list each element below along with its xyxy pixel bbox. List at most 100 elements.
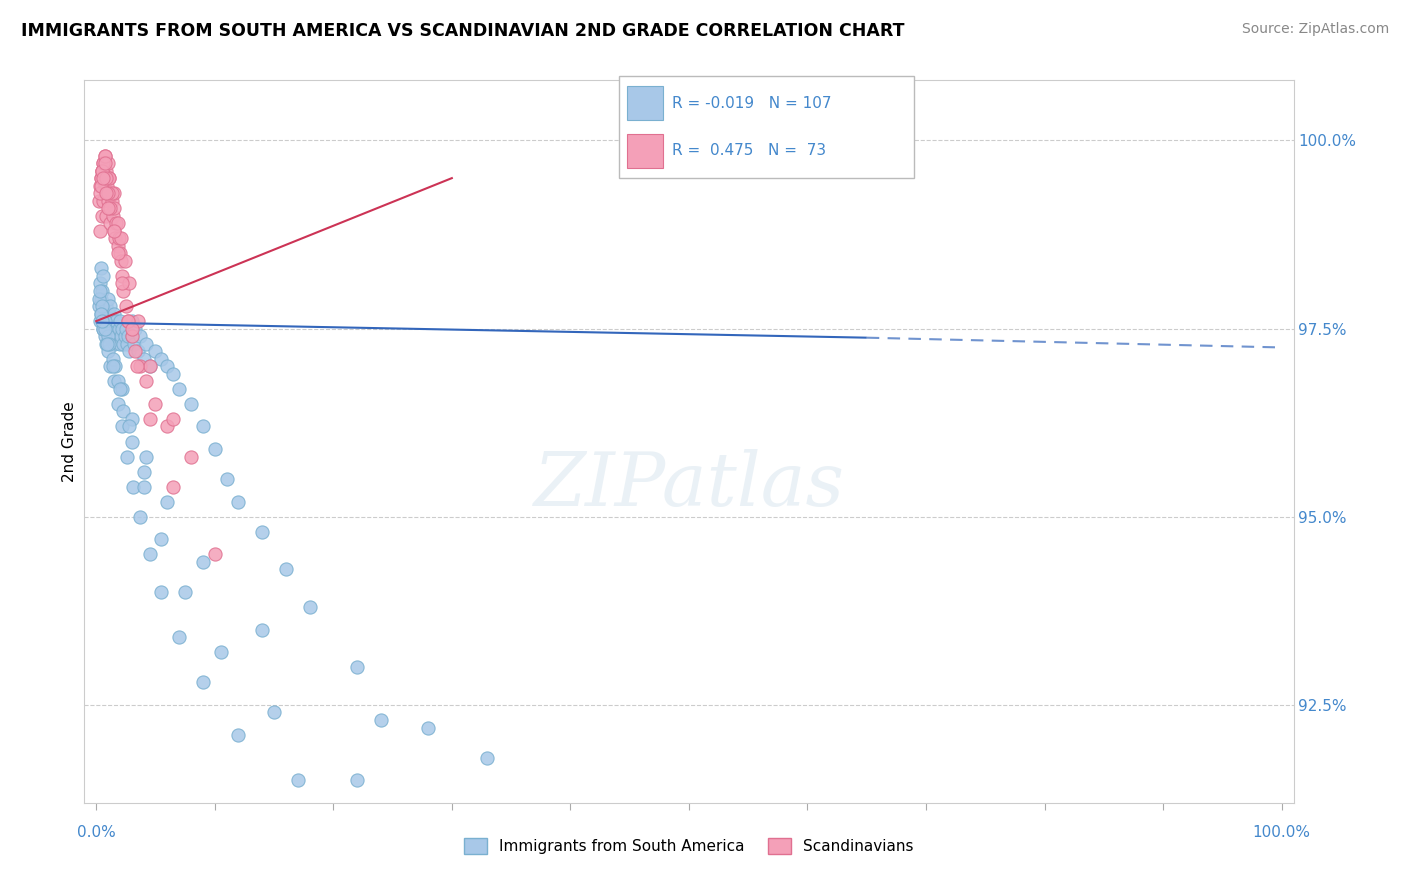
Point — [122, 336, 145, 351]
Point — [117, 314, 139, 328]
Point — [94, 299, 117, 313]
Point — [91, 321, 114, 335]
Point — [125, 359, 148, 374]
Point — [110, 231, 132, 245]
Point — [118, 277, 141, 291]
FancyBboxPatch shape — [619, 76, 914, 178]
Point — [103, 201, 125, 215]
Point — [121, 321, 143, 335]
Point — [107, 216, 129, 230]
Text: IMMIGRANTS FROM SOUTH AMERICA VS SCANDINAVIAN 2ND GRADE CORRELATION CHART: IMMIGRANTS FROM SOUTH AMERICA VS SCANDIN… — [21, 22, 904, 40]
Point — [111, 321, 134, 335]
Point — [204, 442, 226, 456]
Point — [91, 299, 114, 313]
Point — [98, 307, 121, 321]
Point — [89, 178, 111, 193]
Point — [129, 509, 152, 524]
Point — [121, 314, 143, 328]
Point — [111, 268, 134, 283]
Point — [105, 314, 128, 328]
Point — [156, 359, 179, 374]
Point — [108, 382, 131, 396]
Point — [132, 465, 155, 479]
Point — [107, 321, 129, 335]
Point — [215, 472, 238, 486]
Text: 100.0%: 100.0% — [1253, 825, 1310, 840]
Point — [114, 253, 136, 268]
Point — [97, 201, 120, 215]
Point — [91, 163, 114, 178]
Point — [115, 336, 138, 351]
Point — [122, 480, 145, 494]
Point — [89, 277, 111, 291]
Point — [108, 246, 131, 260]
Point — [96, 171, 118, 186]
Point — [118, 344, 141, 359]
Point — [94, 163, 117, 178]
Point — [87, 299, 110, 313]
Text: R =  0.475   N =  73: R = 0.475 N = 73 — [672, 144, 825, 158]
Point — [97, 156, 120, 170]
Point — [90, 307, 112, 321]
Point — [90, 307, 112, 321]
Point — [121, 412, 143, 426]
Point — [167, 630, 190, 644]
Point — [91, 209, 114, 223]
Point — [93, 148, 115, 162]
Point — [209, 645, 232, 659]
Point — [180, 397, 202, 411]
Point — [150, 351, 173, 366]
Point — [138, 412, 160, 426]
Point — [107, 239, 129, 253]
Point — [117, 314, 139, 328]
Point — [93, 314, 115, 328]
Point — [129, 359, 152, 374]
Point — [98, 171, 121, 186]
Point — [97, 344, 120, 359]
Point — [228, 728, 250, 742]
Point — [100, 186, 122, 201]
Point — [104, 359, 127, 374]
Point — [150, 533, 173, 547]
Point — [115, 299, 138, 313]
FancyBboxPatch shape — [627, 135, 664, 168]
Point — [91, 156, 114, 170]
Point — [89, 284, 111, 298]
Point — [91, 156, 114, 170]
Point — [107, 374, 129, 388]
Point — [100, 186, 122, 201]
Point — [121, 434, 143, 449]
Point — [98, 171, 121, 186]
Point — [274, 562, 297, 576]
Text: 0.0%: 0.0% — [77, 825, 115, 840]
Point — [162, 367, 184, 381]
Point — [98, 336, 121, 351]
Point — [108, 314, 131, 328]
Point — [91, 314, 114, 328]
Point — [103, 186, 125, 201]
Point — [100, 201, 122, 215]
Point — [167, 382, 190, 396]
Point — [105, 216, 128, 230]
Point — [93, 156, 115, 170]
Point — [204, 548, 226, 562]
Point — [263, 706, 285, 720]
Point — [118, 419, 141, 434]
Point — [91, 171, 114, 186]
Point — [110, 329, 132, 343]
Point — [121, 329, 143, 343]
Point — [89, 186, 111, 201]
Point — [94, 336, 117, 351]
Point — [127, 314, 149, 328]
Point — [97, 292, 120, 306]
Point — [91, 284, 114, 298]
Point — [138, 548, 160, 562]
Point — [138, 359, 160, 374]
Point — [162, 412, 184, 426]
Point — [87, 194, 110, 208]
Point — [103, 224, 125, 238]
Point — [91, 307, 114, 321]
Point — [97, 321, 120, 335]
Point — [89, 314, 111, 328]
Point — [298, 600, 321, 615]
